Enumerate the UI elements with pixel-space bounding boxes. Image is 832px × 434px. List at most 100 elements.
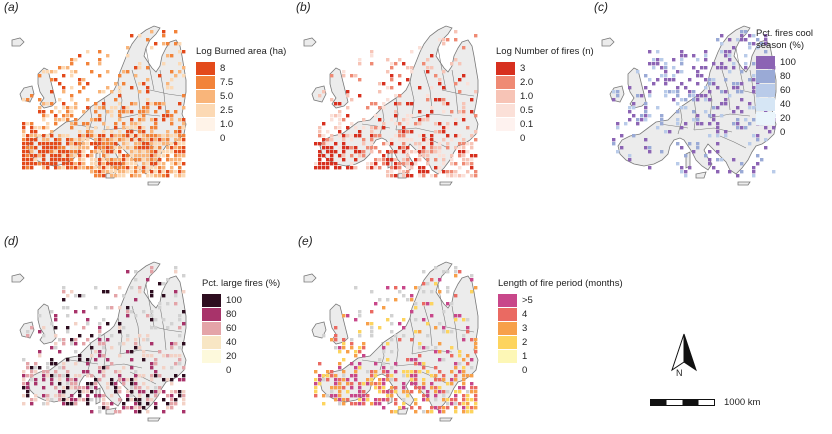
grid-cell	[170, 402, 174, 406]
grid-cell	[732, 158, 736, 162]
grid-cell	[70, 150, 74, 154]
grid-cell	[158, 170, 162, 174]
grid-cell	[354, 74, 358, 78]
grid-cell	[354, 350, 358, 354]
grid-cell	[358, 330, 362, 334]
grid-cell	[338, 114, 342, 118]
legend-swatch	[202, 307, 221, 321]
grid-cell	[438, 378, 442, 382]
grid-cell	[154, 170, 158, 174]
grid-cell	[370, 310, 374, 314]
country-border	[441, 89, 475, 97]
grid-cell	[370, 402, 374, 406]
grid-cell	[38, 134, 42, 138]
grid-cell	[414, 374, 418, 378]
grid-cell	[394, 102, 398, 106]
grid-cell	[170, 382, 174, 386]
grid-cell	[110, 142, 114, 146]
grid-cell	[118, 354, 122, 358]
legend-entry: 0	[498, 363, 623, 377]
grid-cell	[150, 138, 154, 142]
grid-cell	[434, 282, 438, 286]
grid-cell	[410, 114, 414, 118]
grid-cell	[146, 410, 150, 414]
grid-cell	[386, 150, 390, 154]
grid-cell	[454, 394, 458, 398]
grid-cell-no-data	[390, 322, 394, 326]
grid-cell	[446, 102, 450, 106]
grid-cell	[162, 294, 166, 298]
grid-cell-no-data	[66, 314, 70, 318]
grid-cell	[142, 150, 146, 154]
grid-cell	[474, 138, 478, 142]
fire-grid-cells	[22, 30, 186, 178]
grid-cell	[138, 122, 142, 126]
grid-cell	[118, 102, 122, 106]
grid-cell-no-data	[22, 358, 26, 362]
grid-cell	[146, 142, 150, 146]
grid-cell	[110, 174, 114, 178]
grid-cell	[50, 378, 54, 382]
grid-cell	[390, 62, 394, 66]
grid-cell	[114, 98, 118, 102]
grid-cell	[22, 166, 26, 170]
grid-cell	[314, 370, 318, 374]
grid-cell	[442, 98, 446, 102]
grid-cell	[86, 82, 90, 86]
grid-cell	[386, 394, 390, 398]
grid-cell	[406, 170, 410, 174]
grid-cell	[708, 134, 712, 138]
grid-cell	[146, 170, 150, 174]
grid-cell	[70, 166, 74, 170]
grid-cell	[462, 338, 466, 342]
grid-cell	[390, 138, 394, 142]
grid-cell	[118, 170, 122, 174]
grid-cell	[354, 394, 358, 398]
grid-cell	[150, 130, 154, 134]
grid-cell	[150, 142, 154, 146]
grid-cell	[98, 90, 102, 94]
grid-cell	[438, 122, 442, 126]
grid-cell	[138, 174, 142, 178]
grid-cell	[430, 142, 434, 146]
grid-cell	[126, 70, 130, 74]
grid-cell	[142, 146, 146, 150]
grid-cell	[146, 398, 150, 402]
grid-cell	[26, 366, 30, 370]
grid-cell	[664, 82, 668, 86]
grid-cell	[414, 286, 418, 290]
grid-cell-no-data	[390, 314, 394, 318]
grid-cell	[442, 42, 446, 46]
grid-cell	[62, 390, 66, 394]
grid-cell	[402, 382, 406, 386]
grid-cell	[358, 402, 362, 406]
grid-cell	[158, 374, 162, 378]
grid-cell	[86, 122, 90, 126]
grid-cell	[338, 398, 342, 402]
grid-cell	[430, 110, 434, 114]
grid-cell	[696, 118, 700, 122]
grid-cell	[398, 162, 402, 166]
grid-cell	[422, 146, 426, 150]
grid-cell	[410, 130, 414, 134]
legend-entry: 100	[202, 293, 280, 307]
grid-cell	[66, 106, 70, 110]
grid-cell	[696, 82, 700, 86]
grid-cell-no-data	[370, 290, 374, 294]
grid-cell	[434, 374, 438, 378]
grid-cell-no-data	[110, 334, 114, 338]
grid-cell	[26, 390, 30, 394]
grid-cell	[106, 54, 110, 58]
legend-entry: 3	[496, 61, 594, 75]
grid-cell	[676, 118, 680, 122]
grid-cell	[134, 150, 138, 154]
grid-cell	[106, 402, 110, 406]
legend-title: Length of fire period (months)	[498, 278, 623, 289]
grid-cell	[410, 138, 414, 142]
grid-cell	[418, 146, 422, 150]
grid-cell	[350, 402, 354, 406]
grid-cell	[78, 374, 82, 378]
grid-cell	[386, 378, 390, 382]
grid-cell	[54, 370, 58, 374]
grid-cell	[130, 166, 134, 170]
